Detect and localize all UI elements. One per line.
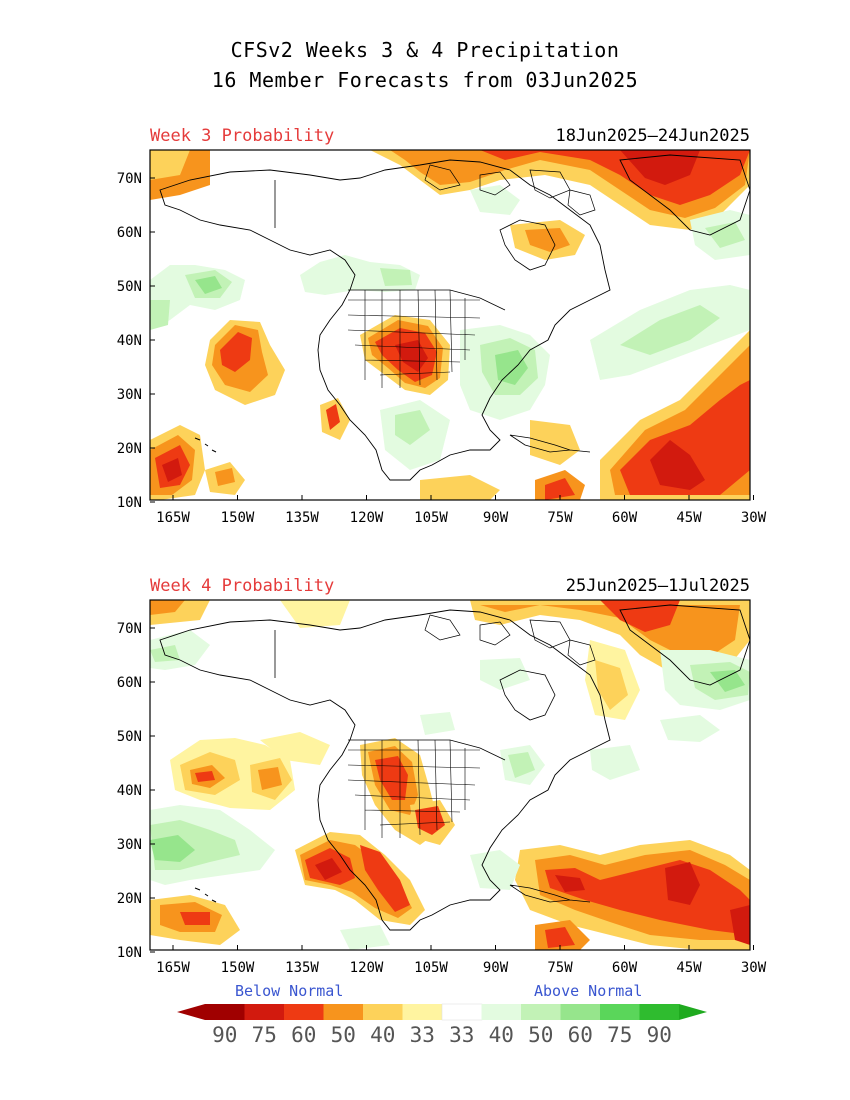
legend-swatch: [521, 1004, 561, 1020]
lon-label: 90W: [483, 510, 509, 526]
lon-label: 45W: [676, 960, 702, 976]
legend-arrow-left: [177, 1004, 205, 1020]
lat-label: 70N: [117, 621, 142, 637]
legend-value: 75: [251, 1023, 277, 1047]
lon-label: 120W: [350, 960, 384, 976]
week4-map: [150, 600, 750, 950]
legend-value: 40: [370, 1023, 396, 1047]
legend-swatch: [481, 1004, 522, 1020]
lat-label: 40N: [117, 333, 142, 349]
lat-label: 30N: [117, 387, 142, 403]
lon-label: 135W: [285, 960, 319, 976]
chart-subtitle: 16 Member Forecasts from 03Jun2025: [211, 68, 639, 92]
lon-label: 165W: [156, 960, 190, 976]
lon-label: 30W: [741, 960, 767, 976]
legend-swatch: [323, 1004, 364, 1020]
legend-swatch: [363, 1004, 403, 1020]
legend-below-normal-label: Below Normal: [235, 982, 344, 1000]
legend-value: 50: [330, 1023, 356, 1047]
lat-label: 30N: [117, 837, 142, 853]
legend-value: 60: [291, 1023, 317, 1047]
lat-label: 50N: [117, 729, 142, 745]
legend-value: 50: [528, 1023, 554, 1047]
week4-date-range: 25Jun2025—1Jul2025: [565, 576, 750, 596]
legend-value: 60: [567, 1023, 593, 1047]
lon-label: 90W: [483, 960, 509, 976]
legend-above-normal-label: Above Normal: [534, 982, 643, 1000]
legend-swatch: [600, 1004, 640, 1020]
lat-label: 60N: [117, 225, 142, 241]
legend-value: 33: [409, 1023, 435, 1047]
lon-label: 105W: [414, 510, 448, 526]
legend-swatch: [284, 1004, 324, 1020]
lon-label: 165W: [156, 510, 190, 526]
lat-label: 20N: [117, 891, 142, 907]
lat-label: 40N: [117, 783, 142, 799]
legend-arrow-right: [679, 1004, 707, 1020]
legend-swatch: [244, 1004, 285, 1020]
lat-label: 70N: [117, 171, 142, 187]
lat-label: 10N: [117, 945, 142, 961]
legend-swatch: [205, 1004, 245, 1020]
lon-label: 150W: [221, 960, 255, 976]
week3-map: [150, 150, 750, 500]
lat-label: 60N: [117, 675, 142, 691]
lon-label: 45W: [676, 510, 702, 526]
legend-swatch: [402, 1004, 443, 1020]
lon-label: 150W: [221, 510, 255, 526]
week4-panel-label: Week 4 Probability: [150, 576, 335, 596]
legend-swatch: [560, 1004, 601, 1020]
legend-value: 33: [449, 1023, 475, 1047]
lon-label: 75W: [547, 510, 573, 526]
map-axes: 70N 60N 50N 40N 30N 20N 10N 165W 150W 135W 120W 105…: [117, 171, 767, 976]
chart-title: CFSv2 Weeks 3 & 4 Precipitation: [230, 38, 620, 62]
lon-label: 120W: [350, 510, 384, 526]
lon-label: 105W: [414, 960, 448, 976]
lon-label: 60W: [612, 510, 638, 526]
lon-label: 75W: [547, 960, 573, 976]
legend-colorbar: [177, 1003, 707, 1021]
legend-swatch: [639, 1004, 680, 1020]
legend-value: 75: [607, 1023, 633, 1047]
lon-label: 135W: [285, 510, 319, 526]
lat-label: 50N: [117, 279, 142, 295]
week3-date-range: 18Jun2025—24Jun2025: [555, 126, 750, 146]
lat-label: 20N: [117, 441, 142, 457]
legend-value: 90: [212, 1023, 238, 1047]
legend-value: 90: [646, 1023, 672, 1047]
legend-value: 40: [488, 1023, 514, 1047]
week3-panel-label: Week 3 Probability: [150, 126, 335, 146]
lon-label: 30W: [741, 510, 767, 526]
lat-label: 10N: [117, 495, 142, 511]
legend-swatch: [441, 1003, 483, 1021]
lon-label: 60W: [612, 960, 638, 976]
